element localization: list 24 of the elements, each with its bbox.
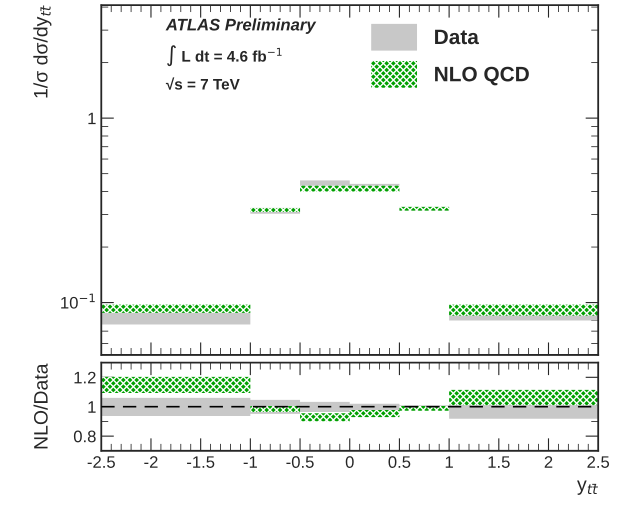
annotation: ∫ L dt = 4.6 fb$^{−1}$ xyxy=(167,45,282,66)
annotation: √s = 7 TeV xyxy=(166,77,240,90)
x-tick-label: -0.5 xyxy=(286,456,314,468)
x-tick-label: 1.5 xyxy=(488,456,510,468)
x-tick-label: -2.5 xyxy=(88,456,115,468)
y-tick-label: 1 xyxy=(88,401,96,413)
y-tick-label: 10$^{−1}$ xyxy=(61,294,95,309)
x-tick-label: 2.5 xyxy=(587,456,610,468)
x-tick-label: 0 xyxy=(346,456,354,468)
x-axis-title: y$_{tt̄}$ xyxy=(577,480,598,495)
x-tick-label: -2 xyxy=(144,456,158,468)
y-tick-label: 1.2 xyxy=(74,372,96,384)
legend-label: NLO QCD xyxy=(435,66,529,86)
x-tick-label: -1.5 xyxy=(187,456,214,468)
x-tick-label: 1 xyxy=(446,456,453,468)
y-axis-title: 1/σ dσ/dy$_{tt̄}$ xyxy=(33,5,52,98)
x-tick-label: 0.5 xyxy=(388,456,410,468)
y-tick-label: 0.8 xyxy=(74,430,96,442)
x-tick-label: -1 xyxy=(244,456,257,468)
x-tick-label: 2 xyxy=(544,456,552,468)
legend-label: Data xyxy=(435,30,479,44)
annotation: ATLAS Preliminary xyxy=(166,18,316,34)
y-tick-label: 1 xyxy=(88,112,96,124)
y-axis-title: NLO/Data xyxy=(33,363,48,448)
